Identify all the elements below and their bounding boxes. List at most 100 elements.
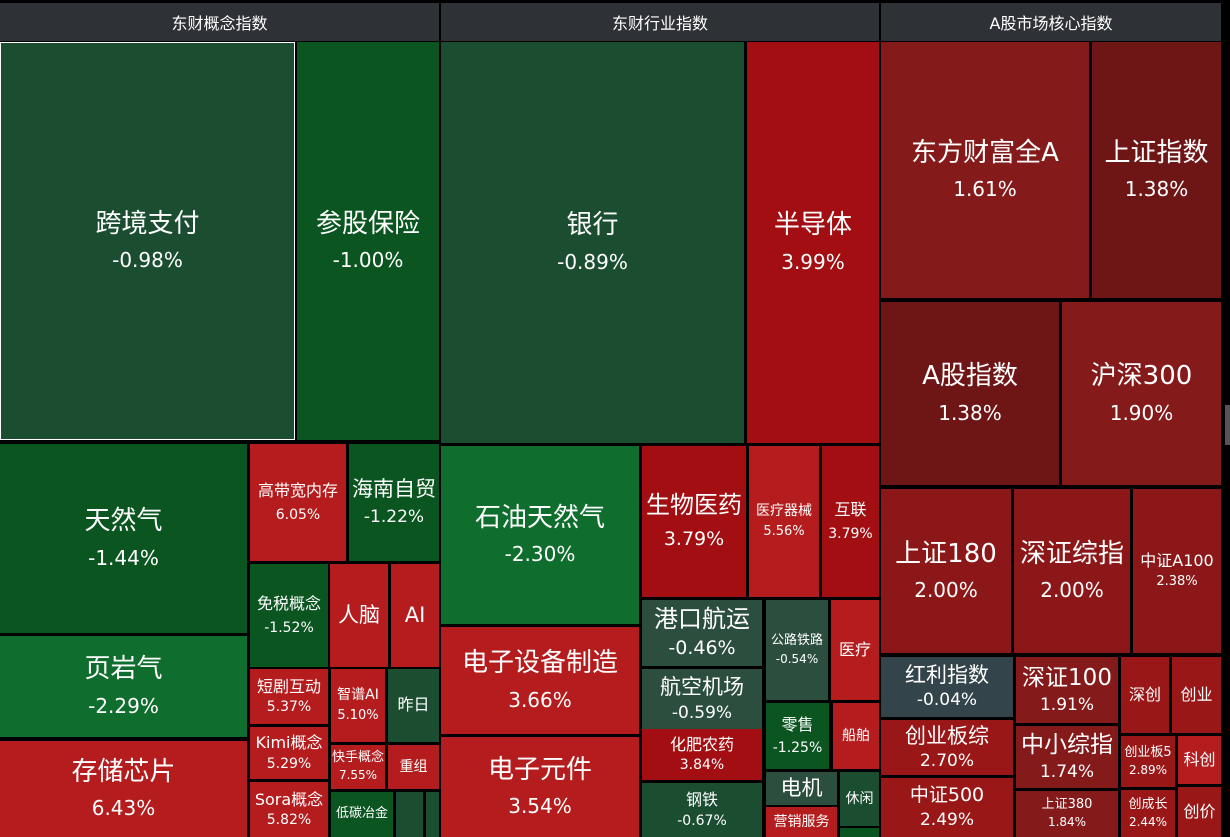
tile-name: 创成长 <box>1128 796 1168 812</box>
tile-name: A股指数 <box>922 361 1018 392</box>
tile-name: 医疗 <box>838 639 871 659</box>
tile-hbm[interactable]: 高带宽内存 6.05% <box>250 444 346 561</box>
tile-electronic-components[interactable]: 电子元件 3.54% <box>441 737 639 837</box>
tile-chinext-50[interactable]: 创业板5 2.89% <box>1121 736 1175 787</box>
tile-name: 创价 <box>1183 801 1216 821</box>
tile-value: -1.25% <box>772 740 823 757</box>
tile-shipbuilding[interactable]: 船舶 <box>833 703 879 769</box>
tile-chinext-value[interactable]: 创价 <box>1178 787 1221 837</box>
tile-szse-composite[interactable]: 深证综指 2.00% <box>1014 489 1130 653</box>
tile-name: 高带宽内存 <box>257 481 338 501</box>
tile-sse-180[interactable]: 上证180 2.00% <box>881 489 1011 653</box>
tile-shale-gas[interactable]: 页岩气 -2.29% <box>0 636 247 737</box>
tile-storage-chip[interactable]: 存储芯片 6.43% <box>0 741 247 837</box>
tile-name: 上证380 <box>1041 797 1093 813</box>
tile-name: Kimi概念 <box>255 733 323 753</box>
tile-steel[interactable]: 钢铁 -0.67% <box>642 783 762 837</box>
tile-csi-500[interactable]: 中证500 2.49% <box>881 778 1013 837</box>
tile-short-drama[interactable]: 短剧互动 5.37% <box>250 669 328 724</box>
tile-internet[interactable]: 互联 3.79% <box>822 446 879 597</box>
tile-name: 电子设备制造 <box>461 648 618 679</box>
tile-airport[interactable]: 航空机场 -0.59% <box>642 669 762 729</box>
tile-eastmoney-all-a[interactable]: 东方财富全A 1.61% <box>881 42 1089 298</box>
tile-name: 营销服务 <box>773 813 830 830</box>
tile-electronic-equipment[interactable]: 电子设备制造 3.66% <box>441 627 639 734</box>
tile-biomedicine[interactable]: 生物医药 3.79% <box>642 446 746 597</box>
tile-name: 航空机场 <box>660 674 744 699</box>
tile-unlabeled-c[interactable] <box>840 828 879 837</box>
tile-oil-gas[interactable]: 石油天然气 -2.30% <box>441 446 639 624</box>
tile-unlabeled-b[interactable] <box>426 792 439 837</box>
tile-duty-free[interactable]: 免税概念 -1.52% <box>250 564 328 667</box>
group-header-industry[interactable]: 东财行业指数 <box>441 3 879 41</box>
tile-name: 石油天然气 <box>474 502 605 533</box>
tile-value: 2.00% <box>914 578 978 603</box>
tile-leisure[interactable]: 休闲 <box>840 772 879 826</box>
tile-bank[interactable]: 银行 -0.89% <box>441 42 744 443</box>
tile-yesterday[interactable]: 昨日 <box>388 669 439 742</box>
tile-sora[interactable]: Sora概念 5.82% <box>250 782 328 837</box>
vertical-scrollbar[interactable] <box>1225 405 1230 445</box>
tile-cross-border-payment[interactable]: 跨境支付 -0.98% <box>0 42 295 440</box>
tile-ai[interactable]: AI <box>391 564 439 667</box>
tile-port-shipping[interactable]: 港口航运 -0.46% <box>642 600 762 666</box>
tile-name: 中小综指 <box>1021 731 1113 758</box>
tile-name: 免税概念 <box>256 594 321 614</box>
tile-medical[interactable]: 医疗 <box>831 600 879 700</box>
tile-restructure[interactable]: 重组 <box>388 745 439 789</box>
tile-hainan-ftz[interactable]: 海南自贸 -1.22% <box>349 444 439 561</box>
tile-value: -2.29% <box>88 693 159 718</box>
tile-dividend-index[interactable]: 红利指数 -0.04% <box>881 657 1013 717</box>
tile-sme-composite[interactable]: 中小综指 1.74% <box>1016 726 1118 788</box>
tile-human-brain[interactable]: 人脑 <box>330 564 388 667</box>
tile-name: 银行 <box>566 210 619 241</box>
tile-value: 1.74% <box>1039 761 1094 782</box>
tile-marketing-services[interactable]: 营销服务 <box>766 807 837 837</box>
tile-name: 化肥农药 <box>669 734 734 754</box>
tile-name: 海南自贸 <box>352 477 436 502</box>
group-header-core-index[interactable]: A股市场核心指数 <box>881 3 1221 41</box>
tile-insurance-stake[interactable]: 参股保险 -1.00% <box>297 42 439 440</box>
tile-value: 3.99% <box>781 249 845 274</box>
tile-sse-composite[interactable]: 上证指数 1.38% <box>1092 42 1221 298</box>
tile-sse-380[interactable]: 上证380 1.84% <box>1016 791 1118 837</box>
tile-semiconductor[interactable]: 半导体 3.99% <box>747 42 879 443</box>
tile-value: 3.79% <box>663 527 725 550</box>
tile-name: 创业板5 <box>1124 744 1172 760</box>
tile-medical-devices[interactable]: 医疗器械 5.56% <box>749 446 819 597</box>
tile-road-rail[interactable]: 公路铁路 -0.54% <box>766 600 828 700</box>
tile-natural-gas[interactable]: 天然气 -1.44% <box>0 444 247 633</box>
tile-a-share-index[interactable]: A股指数 1.38% <box>881 302 1059 485</box>
group-header-concept[interactable]: 东财概念指数 <box>0 3 439 41</box>
tile-name: 上证180 <box>895 538 997 569</box>
tile-retail[interactable]: 零售 -1.25% <box>766 703 829 769</box>
tile-szse-100[interactable]: 深证100 1.91% <box>1016 657 1118 723</box>
tile-name: 深证综指 <box>1019 538 1124 569</box>
tile-value: -0.46% <box>668 637 736 660</box>
tile-name: 存储芯片 <box>71 756 176 787</box>
tile-value: 2.70% <box>919 750 974 771</box>
tile-chinext-growth[interactable]: 创成长 2.44% <box>1121 790 1175 837</box>
tile-name: 科创 <box>1183 749 1216 769</box>
tile-chinext-composite[interactable]: 创业板综 2.70% <box>881 720 1013 775</box>
tile-star-market[interactable]: 科创 <box>1178 736 1221 784</box>
tile-low-carbon-metallurgy[interactable]: 低碳冶金 <box>331 792 393 837</box>
tile-value: -2.30% <box>504 542 576 567</box>
tile-name: 休闲 <box>845 790 874 807</box>
tile-name: 快手概念 <box>331 750 384 766</box>
tile-value: 2.89% <box>1128 762 1168 777</box>
tile-kimi[interactable]: Kimi概念 5.29% <box>250 727 328 779</box>
tile-kuaishou[interactable]: 快手概念 7.55% <box>331 745 385 789</box>
tile-csi-a100[interactable]: 中证A100 2.38% <box>1133 489 1221 653</box>
tile-name: 生物医药 <box>646 491 742 520</box>
tile-motor[interactable]: 电机 <box>766 772 837 805</box>
tile-value: 5.56% <box>763 523 805 539</box>
tile-value: 6.05% <box>275 506 321 523</box>
tile-shenchuang[interactable]: 深创 <box>1121 657 1169 733</box>
tile-fertilizer-pesticide[interactable]: 化肥农药 3.84% <box>642 729 762 780</box>
tile-unlabeled-a[interactable] <box>396 792 423 837</box>
tile-name: 创业板综 <box>905 723 989 748</box>
tile-zhipu-ai[interactable]: 智谱AI 5.10% <box>331 669 385 742</box>
tile-csi-300[interactable]: 沪深300 1.90% <box>1062 302 1221 485</box>
tile-chuangye[interactable]: 创业 <box>1172 657 1221 733</box>
